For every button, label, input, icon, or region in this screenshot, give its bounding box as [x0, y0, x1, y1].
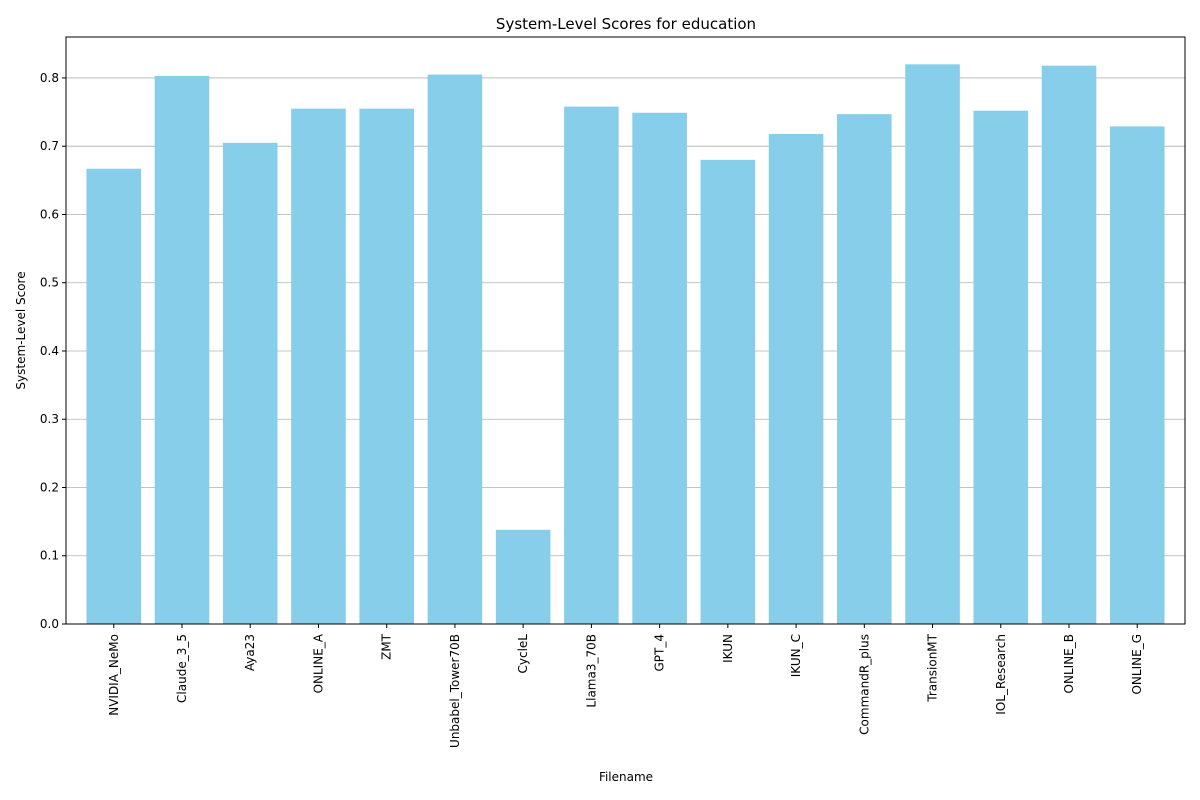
y-axis-ticks: 0.0 0.1 0.2 0.3 0.4 0.5 0.6 0.7 0.8: [40, 71, 66, 631]
x-tick-label: IKUN: [721, 634, 735, 663]
x-tick-label: ONLINE_G: [1130, 634, 1144, 695]
bar-unbabel-tower70b: [427, 74, 483, 624]
y-axis-label: System-Level Score: [14, 271, 28, 389]
bar-iol-research: [973, 110, 1029, 624]
x-tick-label: ONLINE_A: [311, 633, 325, 693]
y-tick-label: 0.3: [40, 412, 59, 426]
bar-gpt-4: [632, 112, 687, 625]
plot-frame: [65, 36, 1186, 625]
bar-ikun-c: [768, 133, 824, 624]
bar-commandr-plus: [837, 114, 892, 625]
bar-zmt: [359, 108, 414, 625]
y-tick-label: 0.6: [40, 207, 59, 221]
x-tick-label: ZMT: [380, 633, 394, 660]
y-tick-label: 0.0: [40, 617, 59, 631]
bar-online-a: [291, 108, 346, 625]
y-tick-label: 0.8: [40, 71, 59, 85]
y-tick-label: 0.1: [40, 549, 59, 563]
bar-ikun: [700, 159, 756, 624]
y-tick-label: 0.4: [40, 344, 59, 358]
y-tick-label: 0.7: [40, 139, 59, 153]
x-tick-label: ONLINE_B: [1062, 634, 1076, 693]
x-tick-label: Claude_3_5: [175, 634, 189, 703]
x-tick-label: Unbabel_Tower70B: [448, 634, 462, 748]
bar-transionmt: [905, 64, 960, 625]
x-axis-ticks: NVIDIA_NeMo Claude_3_5 Aya23 ONLINE_A ZMT Unb…: [107, 624, 1144, 748]
x-tick-label: Llama3_70B: [584, 634, 598, 708]
bar-online-g: [1109, 126, 1165, 625]
bars: [86, 64, 1165, 625]
x-tick-label: IKUN_C: [789, 634, 803, 677]
bar-nvidia-nemo: [86, 168, 142, 625]
x-tick-label: GPT_4: [653, 634, 667, 672]
x-tick-label: CommandR_plus: [857, 634, 871, 735]
x-tick-label: NVIDIA_NeMo: [107, 634, 121, 716]
y-tick-label: 0.2: [40, 480, 59, 494]
x-tick-label: IOL_Research: [994, 634, 1008, 715]
y-tick-label: 0.5: [40, 276, 59, 290]
bar-aya23: [222, 142, 278, 624]
x-tick-label: Aya23: [243, 634, 257, 671]
x-tick-label: TransionMT: [926, 633, 940, 702]
bar-online-b: [1041, 65, 1097, 625]
x-tick-label: CycleL: [516, 634, 530, 674]
bar-cyclel: [495, 529, 551, 624]
bar-claude-3-5: [154, 75, 210, 624]
bar-llama3-70b: [564, 106, 619, 625]
chart-title: System-Level Scores for education: [496, 15, 756, 33]
x-axis-label: Filename: [599, 770, 653, 784]
